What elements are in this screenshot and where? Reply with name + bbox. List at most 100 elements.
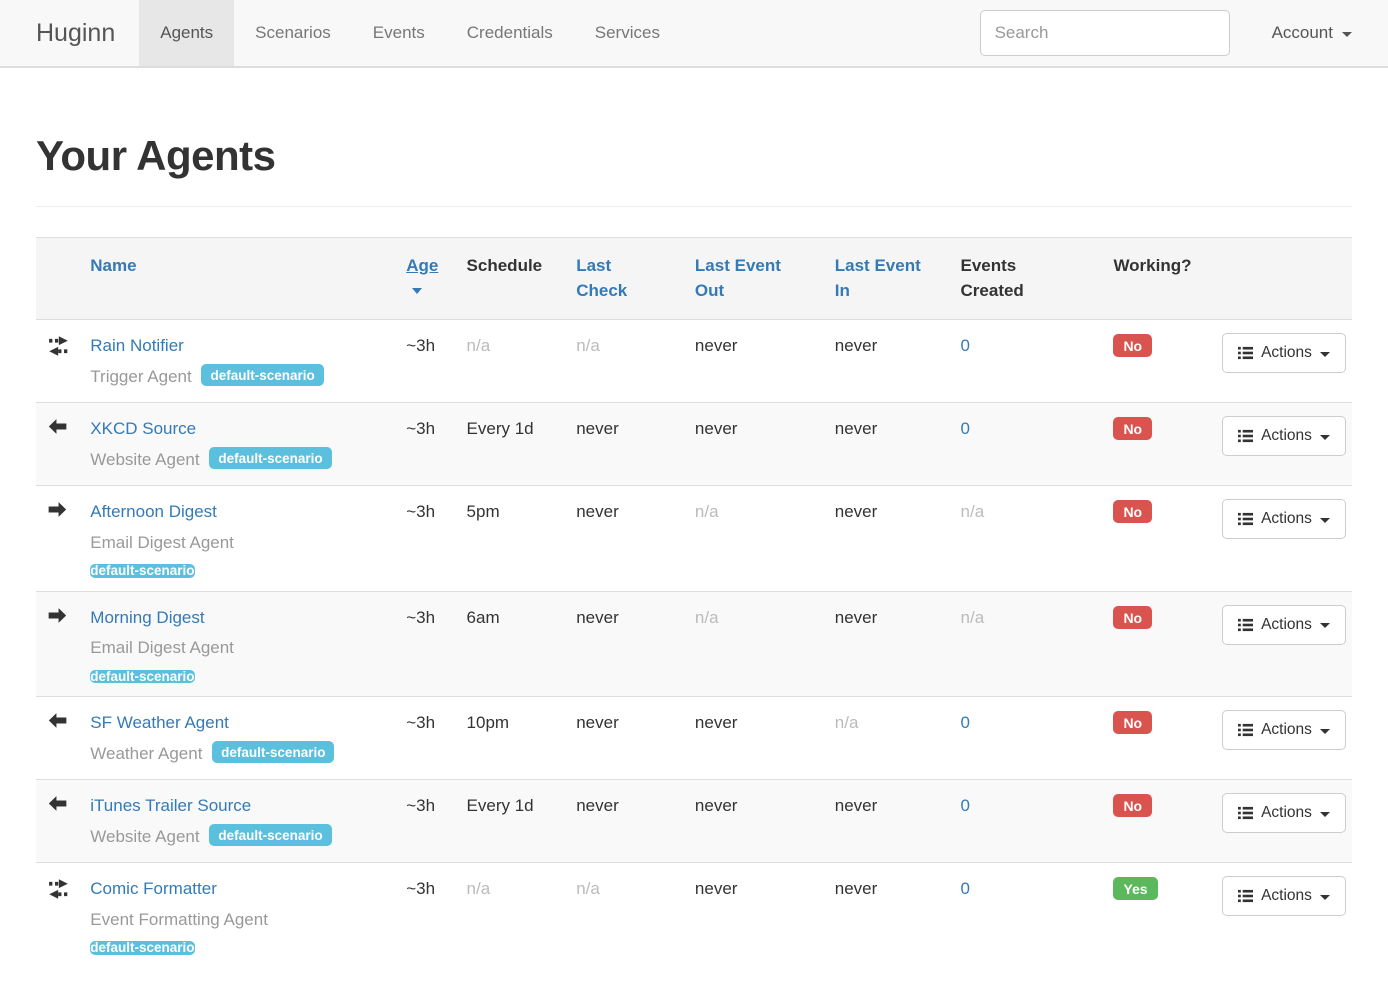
table-row: Afternoon Digest Email Digest Agent defa… [36,485,1352,592]
actions-button[interactable]: Actions [1222,333,1346,374]
list-icon [1238,346,1254,360]
sort-by-last-event-in-link[interactable]: Last Event In [834,256,921,300]
agent-name-link[interactable]: XKCD Source [90,419,197,439]
scenario-badge[interactable]: default-scenario [90,563,195,579]
caret-down-icon [1319,811,1330,817]
table-row: Rain Notifier Trigger Agent default-scen… [36,320,1352,403]
nav-item-scenarios[interactable]: Scenarios [255,23,331,42]
chevron-down-icon [1342,31,1352,37]
actions-button[interactable]: Actions [1222,793,1346,834]
sort-desc-caret-icon [412,288,423,295]
arrow-right-icon [48,607,74,623]
scenario-badge[interactable]: default-scenario [212,740,335,764]
column-header-age: Age [398,236,459,321]
events-created-link[interactable]: 0 [960,713,970,733]
actions-button[interactable]: Actions [1222,710,1346,751]
age-cell: ~3h [398,779,459,863]
agent-type-label: Website Agent [90,449,200,469]
sort-by-age-link[interactable]: Age [406,256,439,275]
schedule-cell: n/a [466,336,491,356]
agent-type-label: Trigger Agent [90,366,192,386]
arrow-left-icon [48,713,74,729]
top-navbar: Huginn Agents Scenarios Events Credentia… [0,0,1388,68]
navbar-right: Account [979,0,1388,66]
exchange-arrows-icon [48,336,74,357]
caret-down-icon [1319,517,1330,523]
working-badge: No [1113,417,1153,441]
scenario-badge[interactable]: default-scenario [209,823,332,847]
scenario-badge[interactable]: default-scenario [209,446,332,470]
exchange-arrows-icon [48,879,74,900]
table-row: iTunes Trailer Source Website Agent defa… [36,779,1352,863]
scenario-badge[interactable]: default-scenario [90,668,195,684]
sort-by-name-link[interactable]: Name [90,256,137,275]
agent-name-link[interactable]: Afternoon Digest [90,502,217,522]
column-header-schedule: Schedule [458,236,569,321]
search-input[interactable] [979,10,1230,56]
nav-item-services[interactable]: Services [594,23,660,42]
brand-logo[interactable]: Huginn [36,18,116,47]
actions-button-label: Actions [1261,721,1312,739]
last-event-in-cell: never [826,590,953,697]
working-badge: No [1113,711,1153,735]
actions-button-label: Actions [1261,510,1312,528]
working-badge: No [1113,334,1153,358]
actions-button[interactable]: Actions [1222,604,1346,645]
agent-type-label: Website Agent [90,826,200,846]
column-header-last-check: Last Check [568,236,687,321]
agent-name-link[interactable]: iTunes Trailer Source [90,796,252,816]
schedule-cell: Every 1d [458,402,569,486]
schedule-cell: n/a [458,862,569,968]
table-row: Morning Digest Email Digest Agent defaul… [36,590,1352,697]
account-label: Account [1271,23,1333,42]
main-nav: Agents Scenarios Events Credentials Serv… [139,0,681,66]
arrow-left-icon [48,419,74,435]
events-created-cell: 0 [952,696,1106,780]
agents-table: Name Age Schedule Last Check Last Event … [36,236,1352,968]
last-check-cell: never [568,779,687,863]
events-created-link[interactable]: 0 [960,796,970,816]
agent-type-label: Email Digest Agent [90,532,234,552]
working-badge: No [1113,500,1153,524]
age-cell: ~3h [398,862,459,968]
agent-name-link[interactable]: Rain Notifier [90,336,184,356]
events-created-link[interactable]: 0 [960,879,970,899]
nav-item-agents[interactable]: Agents [139,0,235,66]
schedule-cell: Every 1d [458,779,569,863]
sort-by-last-event-out-link[interactable]: Last Event Out [694,256,781,300]
last-check-cell: never [568,485,687,592]
arrow-left-icon [48,796,74,812]
actions-button-label: Actions [1261,615,1312,633]
working-cell: No [1105,590,1215,697]
scenario-badge[interactable]: default-scenario [201,363,324,387]
working-cell: No [1105,320,1214,403]
account-dropdown[interactable]: Account [1272,23,1352,43]
list-icon [1238,806,1254,820]
last-event-out-cell: never [686,862,827,968]
nav-item-events[interactable]: Events [372,23,425,42]
agent-name-link[interactable]: Comic Formatter [90,879,217,899]
agent-type-label: Event Formatting Agent [90,909,268,929]
last-event-out-cell: n/a [686,590,827,697]
actions-button[interactable]: Actions [1222,876,1346,917]
last-check-cell: never [568,590,687,697]
events-created-link[interactable]: 0 [960,419,970,439]
list-icon [1238,618,1254,632]
actions-button[interactable]: Actions [1222,499,1346,540]
nav-item-credentials[interactable]: Credentials [466,23,553,42]
list-icon [1238,429,1254,443]
list-icon [1238,723,1254,737]
agent-name-link[interactable]: Morning Digest [90,607,205,627]
caret-down-icon [1319,894,1330,900]
actions-button-label: Actions [1261,804,1312,822]
table-row: Comic Formatter Event Formatting Agent d… [36,862,1352,968]
actions-button[interactable]: Actions [1222,416,1346,457]
column-header-last-event-in: Last Event In [826,236,953,321]
agent-name-link[interactable]: SF Weather Agent [90,713,229,733]
scenario-badge[interactable]: default-scenario [90,940,195,956]
last-event-in-cell: never [826,779,953,863]
column-header-events-created: Events Created [952,236,1106,321]
events-created-link[interactable]: 0 [960,336,970,356]
sort-by-last-check-link[interactable]: Last Check [576,256,628,300]
age-cell: ~3h [398,590,459,697]
